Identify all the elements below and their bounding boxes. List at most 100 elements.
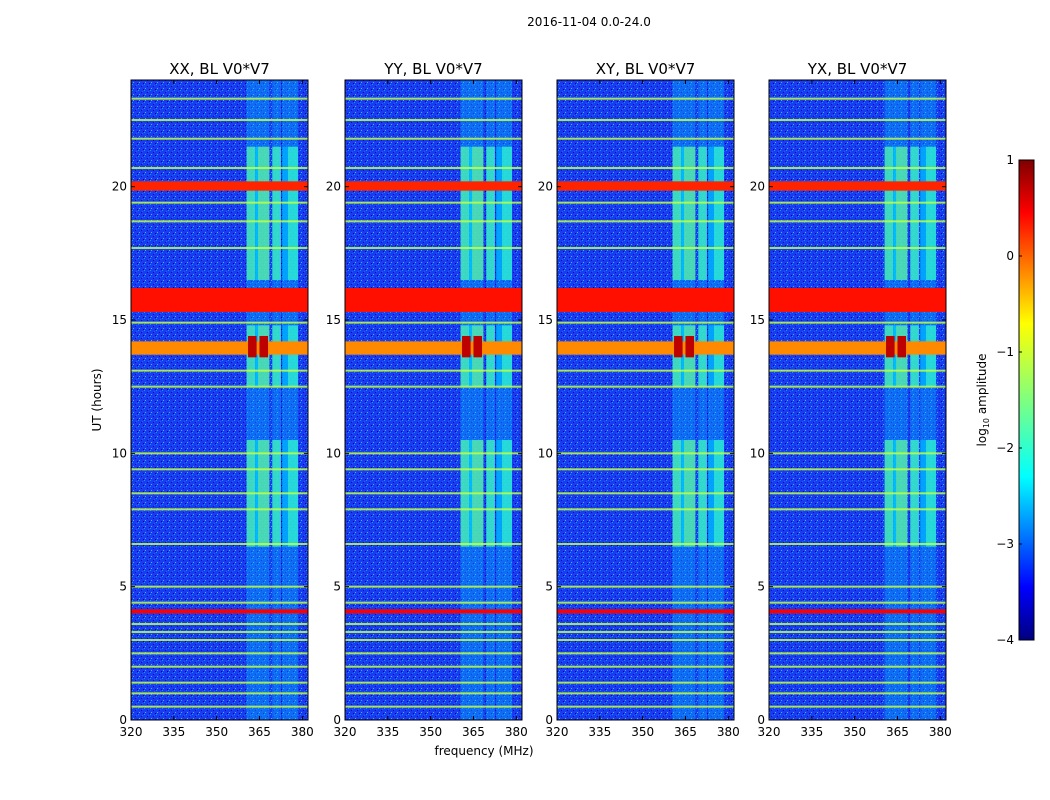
x-tick-label: 335 (376, 725, 399, 739)
rfi-band-cell (714, 325, 725, 387)
rfi-column (920, 80, 927, 720)
rfi-band-cell (926, 325, 937, 387)
heatmap-cells (769, 80, 946, 720)
rfi-band-cell (698, 325, 707, 387)
time-line (769, 220, 946, 223)
x-tick-label: 350 (843, 725, 866, 739)
y-tick-label: 20 (538, 180, 553, 194)
time-line (345, 247, 522, 249)
time-line (769, 321, 946, 324)
y-tick-label: 10 (750, 446, 765, 460)
time-line (769, 585, 946, 588)
colorbar-tick-label: −4 (996, 633, 1014, 647)
rfi-band-cell (926, 146, 937, 280)
time-line (557, 97, 734, 100)
strong-time-band (769, 341, 946, 355)
time-line (131, 681, 308, 684)
rfi-column (708, 80, 715, 720)
time-line (131, 220, 308, 223)
y-tick-label: 0 (333, 713, 341, 727)
time-line (345, 705, 522, 708)
time-line (557, 385, 734, 388)
y-tick-label: 0 (545, 713, 553, 727)
colorbar-tick-label: −3 (996, 537, 1014, 551)
time-line (769, 692, 946, 695)
colorbar-label: log10 amplitude (975, 354, 991, 447)
x-tick-label: 335 (800, 725, 823, 739)
x-tick-label: 365 (886, 725, 909, 739)
x-tick-label: 365 (462, 725, 485, 739)
time-line (345, 321, 522, 324)
panel-frame (130, 79, 309, 721)
time-line (131, 321, 308, 324)
y-tick-label: 20 (750, 180, 765, 194)
time-line (345, 601, 522, 604)
rfi-band-cell (910, 146, 919, 280)
y-tick-label: 10 (112, 446, 127, 460)
time-line (345, 692, 522, 695)
rfi-band-cell (708, 146, 715, 280)
time-line (131, 543, 308, 545)
strong-time-band (557, 341, 734, 355)
hot-spot (674, 336, 683, 358)
time-line (557, 623, 734, 625)
time-line (345, 201, 522, 204)
time-line (557, 665, 734, 668)
heatmap-cells (345, 80, 522, 720)
x-tick-label: 320 (120, 725, 143, 739)
colorbar-ticks: 1 0 −1 −2 −3 −4 (996, 153, 1022, 647)
time-line (557, 167, 734, 169)
time-line (345, 639, 522, 641)
rfi-column (486, 80, 495, 720)
rfi-band-cell (698, 146, 707, 280)
rfi-band-cell (502, 146, 513, 280)
figure-suptitle: 2016-11-04 0.0-24.0 (527, 15, 651, 29)
rfi-column (502, 80, 513, 720)
x-tick-label: 380 (291, 725, 314, 739)
time-line (345, 452, 522, 455)
heatmap-cells (557, 80, 734, 720)
hot-spot (259, 336, 269, 358)
strong-time-band (345, 341, 522, 355)
rfi-band-cell (486, 146, 495, 280)
time-line (345, 492, 522, 495)
y-tick-label: 5 (545, 580, 553, 594)
time-line (769, 137, 946, 140)
time-line (131, 97, 308, 100)
panel-title: YX, BL V0*V7 (807, 60, 908, 78)
y-tick-label: 5 (119, 580, 127, 594)
y-tick-label: 15 (112, 313, 127, 327)
rfi-band-cell (272, 146, 281, 280)
time-line (345, 369, 522, 372)
time-line (345, 585, 522, 588)
strong-time-band (131, 288, 308, 312)
x-tick-label: 320 (758, 725, 781, 739)
time-line (345, 631, 522, 633)
strong-time-band (131, 341, 308, 355)
y-tick-label: 0 (757, 713, 765, 727)
time-line (345, 681, 522, 684)
rfi-band-cell (714, 146, 725, 280)
time-line (557, 220, 734, 223)
time-line (131, 119, 308, 121)
y-axis-label: UT (hours) (90, 368, 104, 431)
y-tick-label: 15 (326, 313, 341, 327)
rfi-band-cell (255, 146, 259, 280)
time-line (131, 665, 308, 668)
panel-title: XX, BL V0*V7 (169, 60, 270, 78)
strong-time-band (557, 288, 734, 312)
time-line (131, 137, 308, 140)
time-line (769, 369, 946, 372)
rfi-band-cell (460, 146, 470, 280)
strong-time-band (557, 181, 734, 191)
y-tick-label: 5 (333, 580, 341, 594)
rfi-band-cell (681, 146, 685, 280)
rfi-band-cell (496, 325, 503, 387)
rfi-column (910, 80, 919, 720)
time-line (769, 201, 946, 204)
x-tick-label: 335 (588, 725, 611, 739)
time-line (131, 585, 308, 588)
time-line (769, 631, 946, 633)
time-line (131, 167, 308, 169)
